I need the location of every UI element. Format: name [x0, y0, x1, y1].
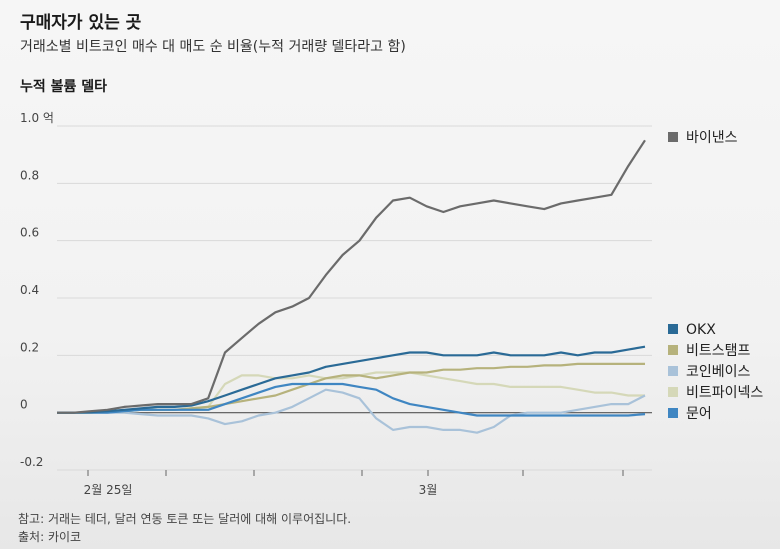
legend-swatch [668, 132, 678, 142]
x-tick-labels: 2월 25일 3월 [84, 470, 624, 497]
series-line-5 [57, 382, 646, 417]
y-tick-label: 0 [20, 398, 28, 412]
legend-swatch [668, 324, 678, 334]
chart-source: 출처: 카이코 [18, 530, 82, 544]
y-tick-label: -0.2 [20, 455, 43, 469]
legend-label: 바이낸스 [686, 130, 738, 146]
legend-label: 비트스탬프 [686, 343, 751, 359]
series-line-4 [57, 371, 645, 414]
y-tick-label: 0.6 [20, 226, 39, 240]
grid-lines [57, 125, 652, 471]
legend-swatch [668, 366, 678, 376]
x-tick-label: 2월 25일 [84, 483, 133, 497]
legend-swatch [668, 345, 678, 355]
y-tick-label: 1.0 억 [20, 111, 54, 125]
y-tick-label: 0.2 [20, 340, 39, 354]
series-line-3 [57, 388, 646, 434]
legend-swatch [668, 408, 678, 418]
legend-label: 비트파이넥스 [686, 385, 763, 401]
legend-swatch [668, 387, 678, 397]
y-axis-title: 누적 볼륨 델타 [20, 79, 108, 95]
y-tick-label: 0.4 [20, 283, 39, 297]
chart-note: 참고: 거래는 테더, 달러 연동 토큰 또는 달러에 대해 이루어집니다. [18, 512, 352, 526]
series-line-0 [57, 139, 646, 414]
series-lines [57, 139, 646, 434]
y-tick-labels: -0.2 0 0.2 0.4 0.6 0.8 1.0 억 [20, 111, 54, 469]
series-line-1 [57, 345, 646, 414]
legend-label: 코인베이스 [686, 364, 751, 380]
chart-subtitle: 거래소별 비트코인 매수 대 매도 순 비율(누적 거래량 델타라고 함) [20, 39, 406, 55]
chart-title: 구매자가 있는 곳 [20, 13, 142, 33]
y-tick-label: 0.8 [20, 168, 39, 182]
legend-label: 문어 [686, 406, 712, 422]
x-tick-label: 3월 [419, 483, 438, 497]
legend-label: OKX [686, 322, 716, 338]
